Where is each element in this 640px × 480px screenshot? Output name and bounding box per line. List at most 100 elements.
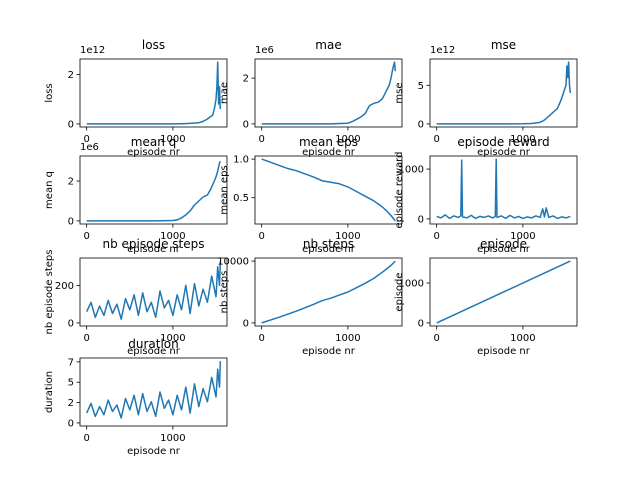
offset-label: 1e12 bbox=[80, 45, 105, 56]
y-tick-label: 2 bbox=[68, 70, 74, 81]
y-tick-label: 0 bbox=[243, 119, 249, 130]
x-tick-label: 1000 bbox=[160, 231, 185, 242]
offset-label: 1e6 bbox=[255, 45, 274, 56]
y-tick-label: 0 bbox=[68, 216, 74, 227]
y-axis-label: nb episode steps bbox=[44, 250, 55, 335]
y-tick-label: 0 bbox=[418, 214, 424, 225]
x-tick-label: 0 bbox=[258, 333, 264, 344]
x-axis-label: episode nr bbox=[477, 244, 531, 255]
subplot-title: mean eps bbox=[299, 135, 358, 149]
x-axis-label: episode nr bbox=[127, 346, 181, 357]
subplot-2: 0 1000 0 5 1e12 episode nr mse mse bbox=[394, 38, 578, 158]
axes-frame bbox=[79, 58, 228, 128]
subplot-title: nb steps bbox=[303, 237, 354, 251]
axes-frame bbox=[254, 155, 403, 225]
subplot-0: 0 1000 0 2 1e12 episode nr loss loss bbox=[44, 38, 228, 158]
y-axis-label: episode reward bbox=[394, 152, 405, 229]
y-tick-label: 0 bbox=[243, 318, 249, 329]
y-tick-label: 2 bbox=[68, 398, 74, 409]
y-tick-label: 0 bbox=[68, 318, 74, 329]
y-tick-label: 2 bbox=[243, 74, 249, 85]
x-tick-label: 0 bbox=[83, 433, 89, 444]
y-tick-label: 0 bbox=[68, 418, 74, 429]
y-axis-label: episode bbox=[394, 272, 405, 311]
series-line bbox=[261, 61, 397, 125]
x-tick-label: 0 bbox=[433, 134, 439, 145]
x-tick-label: 0 bbox=[83, 134, 89, 145]
x-tick-label: 1000 bbox=[335, 134, 360, 145]
y-tick-label: 1000 bbox=[399, 279, 424, 290]
x-tick-label: 0 bbox=[433, 333, 439, 344]
y-tick-label: 0 bbox=[418, 318, 424, 329]
y-tick-label: 0.5 bbox=[233, 193, 249, 204]
series-line bbox=[86, 160, 221, 222]
subplot-title: episode reward bbox=[457, 135, 549, 149]
x-tick-label: 0 bbox=[433, 231, 439, 242]
x-tick-label: 0 bbox=[83, 231, 89, 242]
y-axis-label: mean eps bbox=[219, 165, 230, 214]
y-tick-label: 1000 bbox=[399, 165, 424, 176]
subplot-title: mae bbox=[315, 38, 341, 52]
x-tick-label: 1000 bbox=[510, 231, 535, 242]
x-axis-label: episode nr bbox=[302, 147, 356, 158]
x-tick-label: 0 bbox=[258, 134, 264, 145]
x-tick-label: 0 bbox=[83, 333, 89, 344]
x-tick-label: 0 bbox=[258, 231, 264, 242]
series-line bbox=[86, 361, 222, 419]
axes-frame bbox=[79, 357, 228, 427]
y-axis-label: nb steps bbox=[219, 271, 230, 314]
series-line bbox=[261, 158, 396, 222]
axes-frame bbox=[79, 155, 228, 225]
x-axis-label: episode nr bbox=[127, 244, 181, 255]
axes-frame bbox=[79, 257, 228, 327]
offset-label: 1e6 bbox=[80, 142, 99, 153]
x-tick-label: 1000 bbox=[160, 433, 185, 444]
y-tick-label: 10000 bbox=[217, 257, 249, 268]
series-line bbox=[86, 61, 222, 125]
subplot-title: mse bbox=[491, 38, 516, 52]
series-line bbox=[261, 260, 396, 324]
y-axis-label: mean q bbox=[44, 171, 55, 209]
y-axis-label: mae bbox=[219, 82, 230, 104]
x-tick-label: 1000 bbox=[510, 333, 535, 344]
subplot-5: 0 1000 0 1000 episode nr episode reward episod… bbox=[394, 135, 578, 255]
x-tick-label: 1000 bbox=[510, 134, 535, 145]
x-tick-label: 1000 bbox=[335, 333, 360, 344]
x-tick-label: 1000 bbox=[160, 134, 185, 145]
y-tick-label: 5 bbox=[418, 81, 424, 92]
x-axis-label: episode nr bbox=[477, 346, 531, 357]
x-axis-label: episode nr bbox=[127, 446, 181, 457]
subplot-title: mean q bbox=[131, 135, 176, 149]
axes-frame bbox=[429, 155, 578, 225]
x-axis-label: episode nr bbox=[302, 346, 356, 357]
x-axis-label: episode nr bbox=[127, 147, 181, 158]
offset-label: 1e12 bbox=[430, 45, 455, 56]
series-line bbox=[436, 61, 572, 125]
y-tick-label: 0 bbox=[68, 119, 74, 130]
series-line bbox=[436, 260, 571, 324]
subplot-title: nb episode steps bbox=[103, 237, 205, 251]
subplot-1: 0 1000 0 2 1e6 episode nr mae mae bbox=[219, 38, 403, 158]
axes-frame bbox=[254, 257, 403, 327]
x-tick-label: 1000 bbox=[160, 333, 185, 344]
y-tick-label: 5 bbox=[68, 378, 74, 389]
y-axis-label: duration bbox=[44, 371, 55, 413]
y-tick-label: 200 bbox=[55, 281, 74, 292]
series-line bbox=[436, 158, 571, 220]
series-line bbox=[86, 261, 222, 320]
y-tick-label: 0 bbox=[418, 119, 424, 130]
subplot-title: episode bbox=[480, 237, 527, 251]
y-tick-label: 7 bbox=[68, 357, 74, 368]
y-tick-label: 2 bbox=[68, 177, 74, 188]
y-axis-label: mse bbox=[394, 82, 405, 103]
subplot-title: duration bbox=[128, 337, 179, 351]
axes-frame bbox=[429, 257, 578, 327]
y-tick-label: 1.0 bbox=[233, 155, 249, 166]
